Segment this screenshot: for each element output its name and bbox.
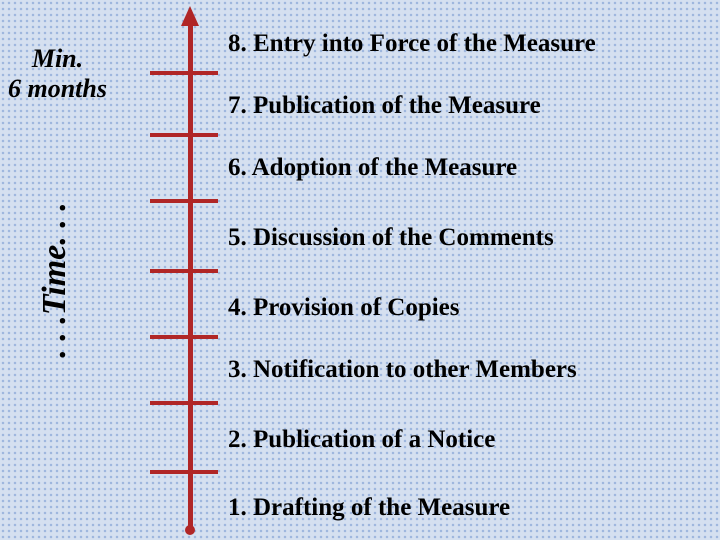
min-duration-label: Min.6 months xyxy=(8,44,107,104)
timeline-tick xyxy=(150,470,218,474)
timeline-tick xyxy=(150,401,218,405)
step-number: 3. xyxy=(228,356,247,383)
timeline-tick xyxy=(150,269,218,273)
timeline-tick xyxy=(150,133,218,137)
step-7-label: 7. Publication of the Measure xyxy=(228,92,541,120)
step-text: Discussion of the Comments xyxy=(253,224,554,251)
min-duration-line1: Min. xyxy=(8,44,107,74)
step-8-label: 8. Entry into Force of the Measure xyxy=(228,30,596,58)
diagram-content: 8. Entry into Force of the Measure 7. Pub… xyxy=(0,0,720,540)
step-text: Drafting of the Measure xyxy=(253,494,510,521)
timeline-axis xyxy=(188,24,193,530)
step-text: Entry into Force of the Measure xyxy=(253,30,596,57)
step-number: 5. xyxy=(228,224,247,251)
timeline-arrowhead xyxy=(181,6,199,26)
timeline-base-dot xyxy=(185,525,195,535)
step-5-label: 5. Discussion of the Comments xyxy=(228,224,554,252)
timeline-tick xyxy=(150,335,218,339)
step-1-label: 1. Drafting of the Measure xyxy=(228,494,510,522)
step-number: 4. xyxy=(228,294,247,321)
step-2-label: 2. Publication of a Notice xyxy=(228,426,495,454)
step-number: 7. xyxy=(228,92,247,119)
timeline-tick xyxy=(150,199,218,203)
step-6-label: 6. Adoption of the Measure xyxy=(228,154,517,182)
step-text: Publication of the Measure xyxy=(253,92,541,119)
step-number: 1. xyxy=(228,494,247,521)
step-text: Provision of Copies xyxy=(253,294,460,321)
step-text: Adoption of the Measure xyxy=(252,154,518,181)
step-number: 8. xyxy=(228,30,247,57)
step-3-label: 3. Notification to other Members xyxy=(228,356,577,384)
step-number: 2. xyxy=(228,426,247,453)
min-duration-line2: 6 months xyxy=(8,74,107,104)
step-4-label: 4. Provision of Copies xyxy=(228,294,460,322)
time-axis-label: . . .Time. . . xyxy=(36,202,74,358)
step-number: 6. xyxy=(228,154,247,181)
step-text: Notification to other Members xyxy=(253,356,577,383)
timeline-tick xyxy=(150,71,218,75)
step-text: Publication of a Notice xyxy=(253,426,495,453)
